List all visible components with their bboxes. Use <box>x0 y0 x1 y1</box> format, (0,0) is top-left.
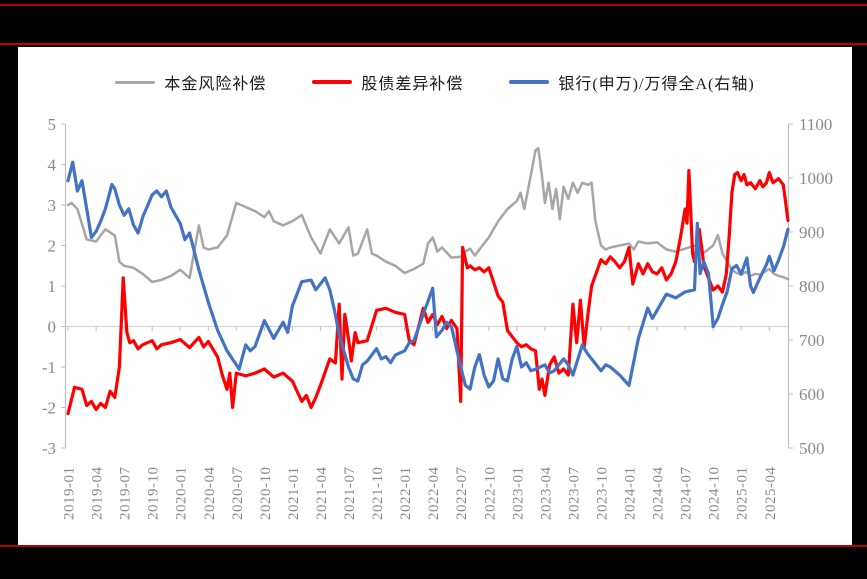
legend-label: 股债差异补偿 <box>361 76 464 93</box>
second-red-rule <box>0 43 867 45</box>
svg-text:1100: 1100 <box>799 115 832 134</box>
svg-text:2020-04: 2020-04 <box>202 467 218 521</box>
svg-text:500: 500 <box>799 439 825 458</box>
svg-text:2019-04: 2019-04 <box>90 467 106 521</box>
legend-item-stock-bond-diff: 股债差异补偿 <box>312 70 463 94</box>
svg-text:-3: -3 <box>42 439 56 458</box>
svg-text:5: 5 <box>48 115 57 134</box>
svg-text:2023-01: 2023-01 <box>510 467 526 521</box>
svg-text:2025-04: 2025-04 <box>763 467 779 521</box>
svg-text:2021-07: 2021-07 <box>342 467 358 521</box>
svg-text:-1: -1 <box>42 358 56 377</box>
svg-text:2024-04: 2024-04 <box>651 467 667 521</box>
legend-label: 本金风险补偿 <box>164 76 267 93</box>
svg-text:2022-10: 2022-10 <box>482 467 498 521</box>
chart-legend: 本金风险补偿 股债差异补偿 银行(申万)/万得全A(右轴) <box>18 70 852 94</box>
svg-text:2020-10: 2020-10 <box>258 467 274 521</box>
svg-text:2021-01: 2021-01 <box>286 467 302 521</box>
svg-text:-2: -2 <box>42 399 56 418</box>
top-red-rule <box>0 4 867 6</box>
bottom-red-rule <box>0 545 867 547</box>
blue-line-swatch-icon <box>509 80 550 84</box>
svg-text:1: 1 <box>48 277 57 296</box>
svg-text:2023-10: 2023-10 <box>594 467 610 521</box>
svg-text:0: 0 <box>48 318 57 337</box>
gray-line-swatch-icon <box>115 80 156 84</box>
svg-text:2019-01: 2019-01 <box>62 467 78 521</box>
svg-text:2024-07: 2024-07 <box>679 467 695 521</box>
legend-item-bank-index: 银行(申万)/万得全A(右轴) <box>509 70 754 94</box>
legend-label: 银行(申万)/万得全A(右轴) <box>558 76 755 93</box>
svg-text:900: 900 <box>799 223 825 242</box>
svg-text:2020-01: 2020-01 <box>174 467 190 521</box>
svg-text:2019-10: 2019-10 <box>146 467 162 521</box>
svg-text:2024-01: 2024-01 <box>623 467 639 521</box>
svg-text:1000: 1000 <box>799 169 833 188</box>
svg-text:2021-04: 2021-04 <box>314 467 330 521</box>
svg-text:2025-01: 2025-01 <box>735 467 751 521</box>
svg-text:700: 700 <box>799 331 825 350</box>
svg-text:2022-07: 2022-07 <box>454 466 470 520</box>
red-line-swatch-icon <box>312 80 353 84</box>
svg-text:2022-04: 2022-04 <box>426 467 442 521</box>
svg-text:3: 3 <box>48 196 57 215</box>
chart-panel <box>18 47 852 545</box>
svg-text:2019-07: 2019-07 <box>118 467 134 521</box>
svg-text:2023-07: 2023-07 <box>566 467 582 521</box>
svg-text:800: 800 <box>799 277 825 296</box>
legend-item-principal-risk: 本金风险补偿 <box>115 70 266 94</box>
svg-text:2: 2 <box>48 237 57 256</box>
svg-text:2021-10: 2021-10 <box>370 467 386 521</box>
svg-text:2023-04: 2023-04 <box>538 467 554 521</box>
svg-text:600: 600 <box>799 385 825 404</box>
svg-text:4: 4 <box>48 156 57 175</box>
svg-text:2022-01: 2022-01 <box>398 467 414 521</box>
svg-text:2020-07: 2020-07 <box>230 467 246 521</box>
svg-text:2024-10: 2024-10 <box>707 467 723 521</box>
